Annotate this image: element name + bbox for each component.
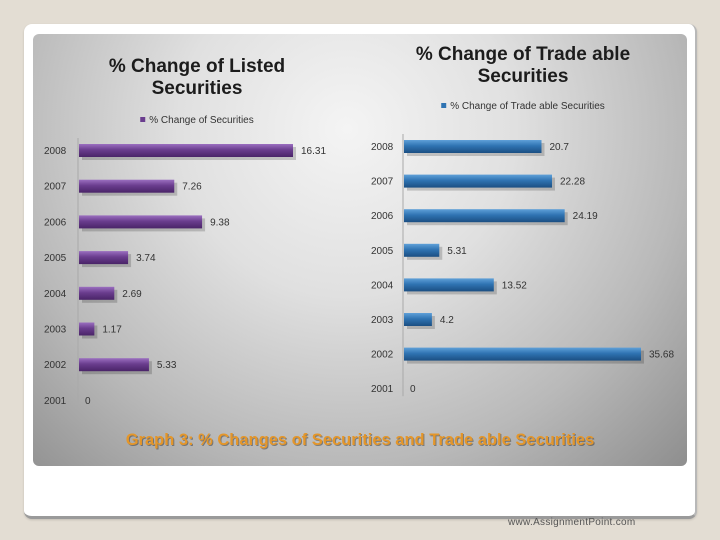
- chart1-tick-label: 2004: [44, 289, 67, 300]
- chart2-legend-label: % Change of Trade able Securities: [450, 101, 605, 112]
- chart1-legend-label: % Change of Securities: [149, 115, 254, 126]
- chart2-bar: [404, 347, 641, 361]
- chart1-value-label: 3.74: [136, 253, 156, 264]
- chart2-bar: [404, 140, 542, 153]
- chart2-bar: [404, 278, 494, 292]
- chart1-bar: [79, 251, 129, 265]
- chart1-tick-label: 2005: [44, 253, 67, 264]
- chart2-value-label: 0: [410, 384, 416, 395]
- chart2-tick-label: 2005: [371, 246, 394, 257]
- chart-panel: % Change of Listed Securities% Change of …: [33, 34, 687, 466]
- slide: % Change of Listed Securities% Change of …: [24, 24, 697, 528]
- chart2-title-line-2: Securities: [478, 66, 569, 87]
- chart1-tick-label: 2008: [44, 146, 67, 157]
- chart2-tick-label: 2008: [371, 142, 394, 153]
- chart2-tick-label: 2001: [371, 384, 394, 395]
- chart1-bar: [79, 215, 203, 229]
- chart1-title-line-1: % Change of Listed: [109, 56, 285, 77]
- chart1-tick-label: 2003: [44, 325, 67, 336]
- chart2-value-label: 24.19: [573, 211, 598, 222]
- chart2-bar: [404, 174, 552, 188]
- chart1-tick-label: 2007: [44, 182, 67, 193]
- chart1-value-label: 9.38: [210, 217, 230, 228]
- chart2-value-label: 13.52: [502, 280, 527, 291]
- chart2-value-label: 5.31: [447, 246, 467, 257]
- chart2-legend-swatch: [441, 103, 447, 108]
- chart1-tick-label: 2001: [44, 396, 67, 407]
- chart1-bar: [79, 358, 149, 372]
- chart1-value-label: 7.26: [182, 182, 202, 193]
- chart1-bar: [79, 179, 175, 193]
- chart2-value-label: 22.28: [560, 177, 585, 188]
- chart2-bar: [404, 243, 440, 257]
- graph-caption: Graph 3: % Changes of Securities and Tra…: [125, 431, 595, 449]
- chart1-value-label: 1.17: [102, 325, 122, 336]
- chart2-value-label: 4.2: [440, 315, 454, 326]
- chart1-bar: [79, 322, 95, 336]
- chart2-tick-label: 2007: [371, 177, 394, 188]
- chart1-legend-swatch: [140, 117, 146, 122]
- chart2-title-line-1: % Change of Trade able: [416, 44, 630, 65]
- chart1-value-label: 0: [85, 396, 91, 407]
- footer-url[interactable]: www.AssignmentPoint.com: [508, 517, 636, 528]
- chart1-tick-label: 2006: [44, 217, 67, 228]
- chart2-bar: [404, 313, 432, 326]
- chart1-tick-label: 2002: [44, 360, 67, 371]
- chart2-tick-label: 2002: [371, 350, 394, 361]
- chart2-value-label: 20.7: [549, 142, 569, 153]
- chart2-bar: [404, 209, 565, 223]
- chart1-bar: [79, 286, 115, 300]
- chart1-bar: [79, 144, 293, 157]
- chart2-tick-label: 2004: [371, 280, 394, 291]
- chart1-title-line-2: Securities: [152, 78, 243, 99]
- chart1-value-label: 5.33: [157, 360, 177, 371]
- chart2-value-label: 35.68: [649, 350, 674, 361]
- chart2-tick-label: 2003: [371, 315, 394, 326]
- chart2-tick-label: 2006: [371, 211, 394, 222]
- chart1-value-label: 16.31: [301, 146, 326, 157]
- chart1-value-label: 2.69: [122, 289, 142, 300]
